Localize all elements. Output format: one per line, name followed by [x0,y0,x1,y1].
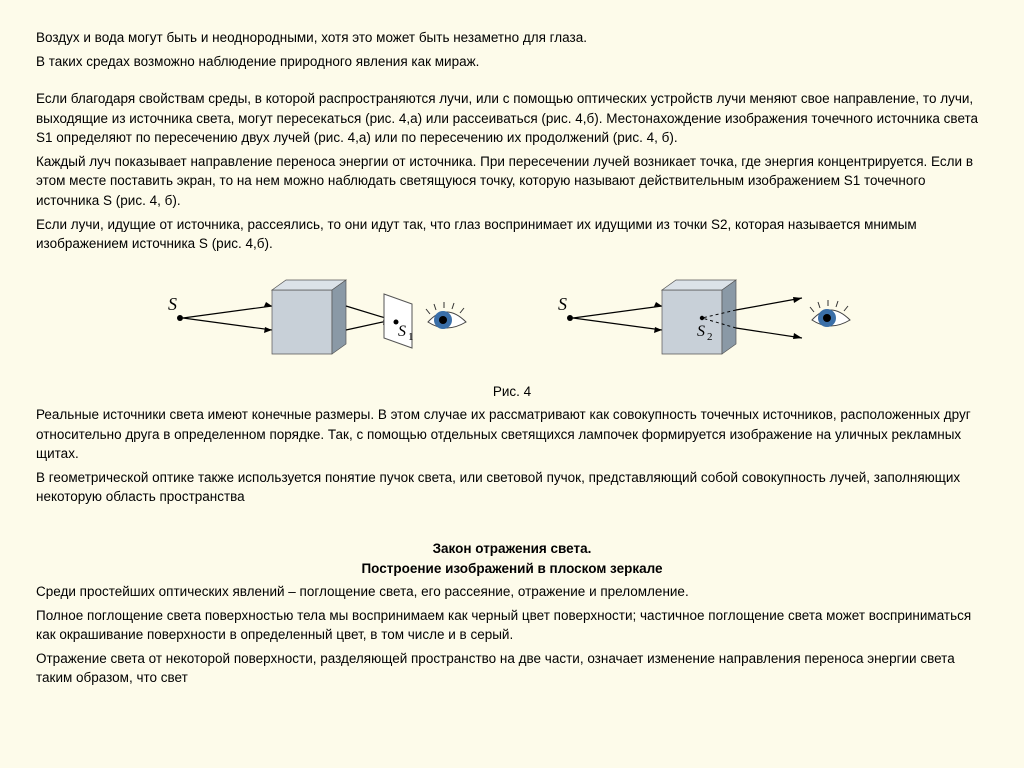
svg-text:S: S [558,294,567,314]
section2-subtitle: Построение изображений в плоском зеркале [36,559,988,579]
figure-caption: Рис. 4 [36,382,988,402]
section2-p1: Среди простейших оптических явлений – по… [36,582,988,602]
figure-4a: S S 1 [162,276,472,376]
after-p1: Реальные источники света имеют конечные … [36,405,988,464]
section2-title: Закон отражения света. [36,539,988,559]
intro-p2: В таких средах возможно наблюдение приро… [36,52,988,72]
svg-text:S: S [398,323,406,340]
main-p2: Каждый луч показывает направление перено… [36,152,988,211]
svg-text:1: 1 [408,331,414,343]
figure-4b: S S 2 [552,276,862,376]
after-p2: В геометрической оптике также использует… [36,468,988,507]
section2-p3: Отражение света от некоторой поверхности… [36,649,988,688]
intro-p1: Воздух и вода могут быть и неоднородными… [36,28,988,48]
svg-text:S: S [697,323,705,340]
section2-p2: Полное поглощение света поверхностью тел… [36,606,988,645]
main-p3: Если лучи, идущие от источника, рассеяли… [36,215,988,254]
figure-row: S S 1 S [36,276,988,376]
svg-text:2: 2 [707,331,713,343]
main-p1: Если благодаря свойствам среды, в которо… [36,89,988,148]
svg-text:S: S [168,294,177,314]
